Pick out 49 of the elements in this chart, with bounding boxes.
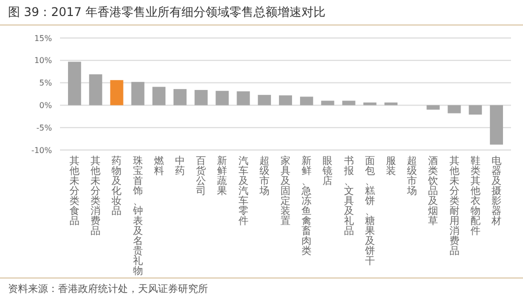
category-label: 面包、糕饼、糖果及饼干 (364, 156, 375, 267)
y-tick-label: -5% (36, 123, 52, 132)
category-label: 新鲜、急冻鱼禽畜肉类 (302, 156, 312, 257)
bar (321, 100, 334, 106)
x-tick-label: 新鲜蔬果 (217, 155, 228, 197)
y-tick-label: 5% (39, 78, 52, 88)
bar (173, 89, 187, 106)
x-tick-label: 书报、文具及礼品 (342, 155, 354, 237)
bar (468, 105, 482, 115)
y-tick-label: -10% (31, 146, 52, 155)
bar (278, 95, 292, 106)
x-tick-label: 其他未分类消费品 (90, 155, 101, 237)
bar (89, 74, 102, 106)
x-tick-label: 服装 (386, 156, 396, 177)
bar (384, 102, 398, 106)
category-label: 其他未分类耐用消费品 (449, 156, 460, 257)
bar (131, 82, 144, 106)
bar (342, 100, 356, 106)
bar (152, 86, 166, 106)
bar (68, 62, 82, 106)
x-tick-label: 百货公司 (196, 156, 206, 197)
bar (363, 102, 376, 106)
y-tick-label: 10% (34, 56, 52, 66)
text: 资料来源：香港政府统计处，天风证券研究所 (8, 283, 208, 295)
x-tick-label: 药物及化妆品 (112, 155, 122, 217)
y-tick-label: 0% (39, 101, 52, 110)
bar (194, 90, 208, 106)
bar (258, 94, 271, 106)
x-tick-label: 酒类饮品及烟草 (427, 155, 438, 227)
category-label: 珠宝首饰、钟表及名贵礼物 (132, 156, 143, 277)
x-tick-label: 电器及摄影器材 (490, 155, 502, 227)
x-tick-label: 超级市场 (406, 155, 418, 197)
x-tick-label: 燃料 (154, 155, 164, 177)
bar (448, 105, 461, 114)
x-tick-label: 超级市场 (258, 155, 270, 197)
bar (236, 91, 250, 106)
x-tick-label: 其他未分类食品 (70, 155, 80, 227)
bar (110, 80, 124, 106)
chart-title: 图 39：2017 年香港零售业所有细分领域零售总额增速对比 (8, 5, 326, 19)
bar (426, 105, 440, 110)
bar (216, 90, 229, 106)
x-tick-label: 汽车及汽车零件 (238, 155, 248, 227)
x-tick-label: 中药 (175, 155, 186, 177)
y-tick-label: 15% (34, 34, 52, 43)
bar (300, 96, 314, 106)
x-tick-label: 家具及固定装置 (280, 155, 290, 227)
bar (490, 105, 503, 145)
x-tick-label: 眼镜店 (322, 156, 333, 187)
x-tick-label: 鞋类其他衣物配件 (470, 155, 480, 237)
